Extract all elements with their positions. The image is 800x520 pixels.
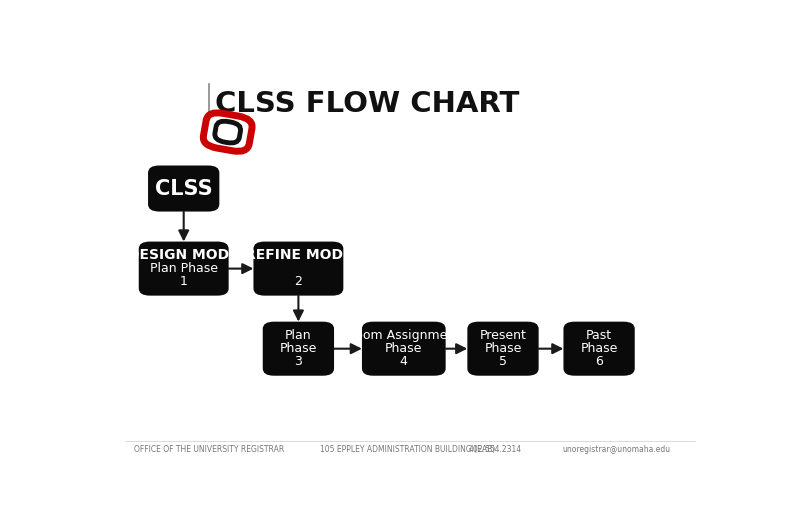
FancyBboxPatch shape [138,242,229,296]
Text: Phase: Phase [484,342,522,355]
Text: REFINE MODE: REFINE MODE [245,249,352,263]
Text: CLSS: CLSS [155,178,213,199]
Text: 5: 5 [499,355,507,368]
Text: CLSS FLOW CHART: CLSS FLOW CHART [214,90,519,119]
FancyBboxPatch shape [563,322,634,376]
FancyBboxPatch shape [254,242,343,296]
Text: OFFICE OF THE UNIVERSITY REGISTRAR: OFFICE OF THE UNIVERSITY REGISTRAR [134,446,284,454]
Text: DESIGN MODE: DESIGN MODE [128,249,239,263]
FancyBboxPatch shape [148,165,219,212]
Text: 3: 3 [294,355,302,368]
Text: Plan Phase: Plan Phase [150,262,218,275]
Text: Present: Present [479,329,526,342]
Text: 402.554.2314: 402.554.2314 [469,446,522,454]
FancyBboxPatch shape [262,322,334,376]
Text: 2: 2 [294,275,302,288]
Text: unoregistrar@unomaha.edu: unoregistrar@unomaha.edu [562,446,670,454]
Text: Phase: Phase [581,342,618,355]
Text: 6: 6 [595,355,603,368]
Text: Room Assignment: Room Assignment [347,329,460,342]
FancyBboxPatch shape [362,322,446,376]
Text: Phase: Phase [280,342,317,355]
Text: Past: Past [586,329,612,342]
Text: Plan: Plan [285,329,312,342]
Text: Phase: Phase [385,342,422,355]
Text: 1: 1 [180,275,188,288]
FancyBboxPatch shape [467,322,538,376]
Text: 105 EPPLEY ADMINISTRATION BUILDING (EAB): 105 EPPLEY ADMINISTRATION BUILDING (EAB) [320,446,495,454]
Text: 4: 4 [400,355,408,368]
